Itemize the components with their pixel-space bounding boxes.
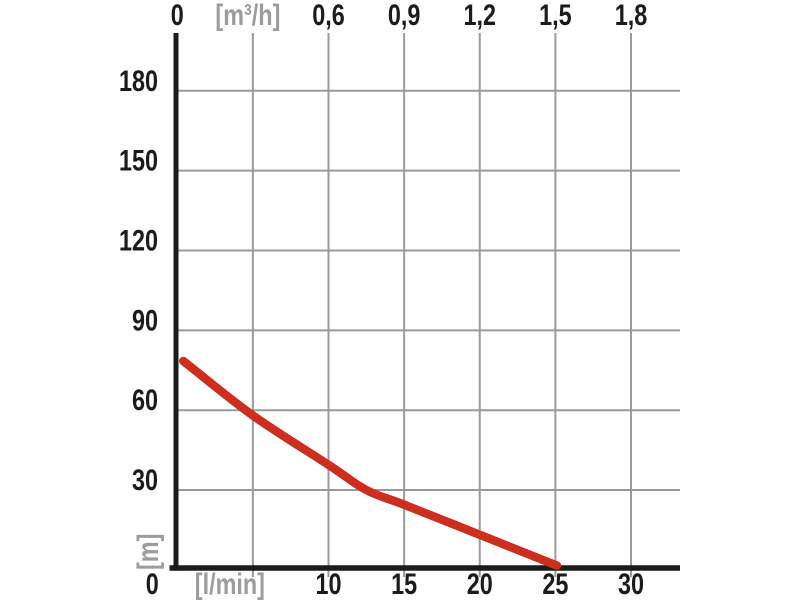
top-axis-tick-label-1.5: 1,5 (539, 0, 572, 32)
top-axis-tick-label-0: 0 (171, 0, 184, 32)
top-axis-unit-label: [m³/h] (215, 0, 280, 32)
bottom-axis-tick-label-15: 15 (391, 567, 417, 600)
bottom-axis-tick-label-0: 0 (146, 567, 159, 600)
y-axis-unit-label: [m] (131, 534, 164, 570)
y-axis-tick-label-90: 90 (132, 304, 158, 337)
pump-head-curve (179, 356, 562, 570)
y-axis-tick-label-180: 180 (119, 64, 158, 97)
bottom-axis-tick-label-20: 20 (467, 567, 493, 600)
bottom-axis-unit-label: [l/min] (195, 567, 265, 600)
y-axis-tick-label-150: 150 (119, 144, 158, 177)
top-axis-tick-label-1.2: 1,2 (463, 0, 496, 32)
top-axis-tick-label-0.6: 0,6 (312, 0, 345, 32)
top-axis-tick-label-0.9: 0,9 (388, 0, 421, 32)
bottom-axis-tick-label-25: 25 (542, 567, 568, 600)
top-axis-tick-label-1.8: 1,8 (615, 0, 648, 32)
y-axis-tick-label-120: 120 (119, 224, 158, 257)
bottom-axis-tick-label-10: 10 (315, 567, 341, 600)
bottom-axis-tick-label-30: 30 (618, 567, 644, 600)
y-axis-tick-label-60: 60 (132, 383, 158, 416)
y-axis-tick-label-30: 30 (132, 463, 158, 496)
